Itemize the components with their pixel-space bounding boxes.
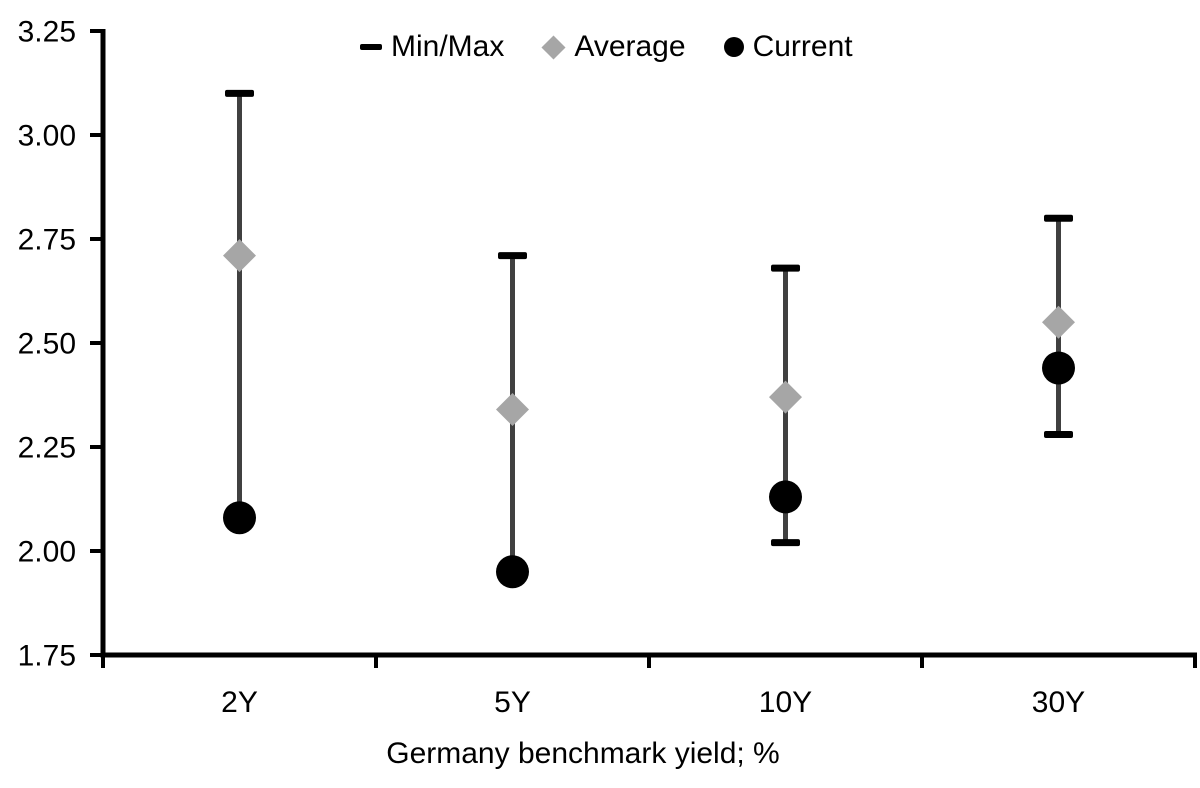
x-tick-label: 5Y (494, 686, 531, 719)
x-axis-title: Germany benchmark yield; % (386, 737, 780, 770)
legend-item-minmax: Min/Max (360, 30, 504, 64)
legend-item-average: Average (541, 30, 686, 64)
y-tick-label: 1.75 (18, 640, 76, 673)
minmax-dash-icon (360, 44, 382, 50)
legend-label-current: Current (752, 30, 853, 63)
average-marker-30Y (1042, 305, 1075, 339)
min-cap-30Y (1044, 431, 1073, 439)
min-cap-10Y (771, 539, 800, 547)
average-marker-5Y (496, 393, 529, 427)
average-diamond-icon (541, 34, 566, 60)
average-marker-10Y (769, 380, 802, 414)
legend-item-current: Current (723, 30, 853, 64)
x-tick-label: 10Y (759, 686, 812, 719)
y-tick-label: 2.25 (18, 432, 76, 465)
y-tick-label: 2.75 (18, 224, 76, 257)
current-circle-icon (723, 37, 744, 57)
max-cap-2Y (225, 89, 254, 97)
x-tick-label: 30Y (1032, 686, 1085, 719)
x-tick-label: 2Y (221, 686, 258, 719)
y-tick-label: 3.00 (18, 120, 76, 153)
max-cap-30Y (1044, 214, 1073, 222)
max-cap-5Y (498, 252, 527, 260)
average-marker-2Y (223, 239, 256, 273)
legend-label-minmax: Min/Max (391, 30, 505, 63)
current-marker-5Y (496, 555, 529, 589)
y-tick-label: 2.50 (18, 328, 76, 361)
current-marker-30Y (1042, 351, 1075, 385)
y-tick-label: 3.25 (18, 16, 76, 49)
current-marker-2Y (223, 501, 256, 535)
y-tick-label: 2.00 (18, 536, 76, 569)
legend: Min/Max Average Current (360, 30, 853, 64)
legend-label-average: Average (574, 30, 686, 63)
max-cap-10Y (771, 264, 800, 272)
current-marker-10Y (769, 480, 802, 514)
